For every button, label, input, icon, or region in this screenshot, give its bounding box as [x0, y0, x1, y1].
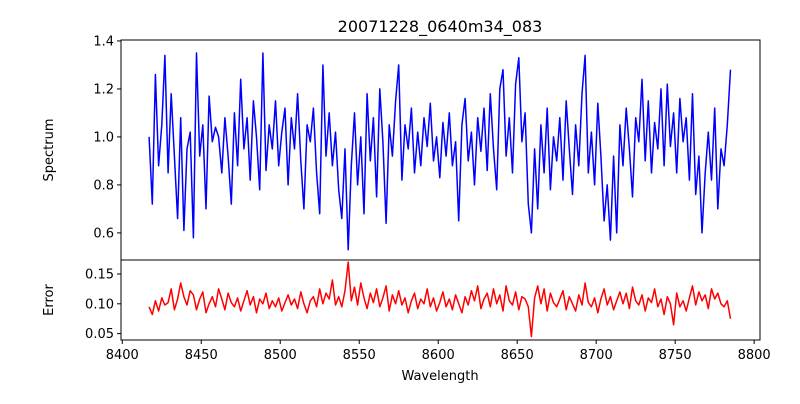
x-tick-label: 8750 — [659, 348, 692, 363]
x-tick-label: 8800 — [738, 348, 771, 363]
x-tick-label: 8500 — [264, 348, 297, 363]
chart-title: 20071228_0640m34_083 — [338, 17, 543, 37]
error-y-label: Error — [42, 284, 57, 316]
error-axes: 0.05 0.10 0.15 8400 8450 8500 8550 8600 8650 8700… — [85, 259, 771, 363]
y-tick-label: 0.8 — [93, 178, 114, 193]
y-tick-label: 0.10 — [85, 297, 114, 312]
y-tick-label: 1.0 — [93, 130, 114, 145]
x-tick-label: 8400 — [106, 348, 139, 363]
axes-frame — [120, 259, 761, 341]
y-tick-label: 1.2 — [93, 82, 114, 97]
spectrum-axes: 0.6 0.8 1.0 1.2 1.4 — [93, 34, 761, 261]
spectrum-y-label: Spectrum — [42, 119, 57, 182]
y-tick-label: 0.6 — [93, 226, 114, 241]
x-tick-label: 8650 — [501, 348, 534, 363]
x-tick-label: 8700 — [580, 348, 613, 363]
y-tick-label: 1.4 — [93, 34, 114, 49]
x-axis-label: Wavelength — [401, 369, 478, 384]
x-tick-label: 8450 — [185, 348, 218, 363]
spectrum-series-line — [148, 52, 732, 251]
y-tick-label: 0.15 — [85, 268, 114, 283]
error-series-line — [148, 261, 732, 338]
x-tick-label: 8550 — [343, 348, 376, 363]
x-tick-label: 8600 — [422, 348, 455, 363]
y-tick-label: 0.05 — [85, 327, 114, 342]
